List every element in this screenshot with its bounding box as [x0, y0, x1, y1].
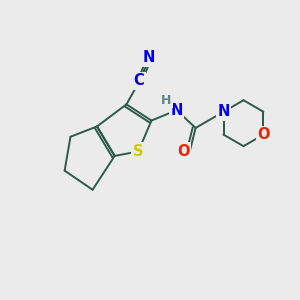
Text: N: N [170, 103, 183, 118]
Text: S: S [133, 144, 143, 159]
Text: O: O [257, 127, 270, 142]
Text: O: O [177, 144, 190, 159]
Text: N: N [143, 50, 155, 65]
Text: C: C [134, 73, 145, 88]
Text: H: H [161, 94, 171, 107]
Text: N: N [218, 104, 230, 119]
